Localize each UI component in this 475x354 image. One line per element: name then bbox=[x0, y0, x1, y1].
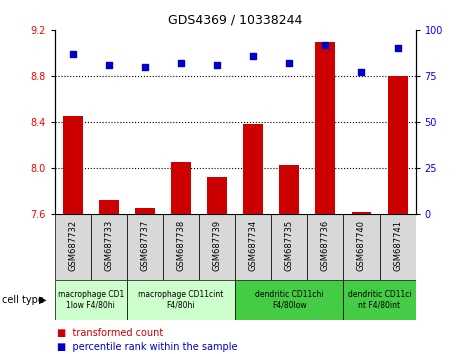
Text: dendritic CD11ci
nt F4/80int: dendritic CD11ci nt F4/80int bbox=[348, 290, 411, 310]
Point bbox=[358, 70, 365, 75]
Bar bbox=[55, 214, 91, 280]
Text: GSM687732: GSM687732 bbox=[68, 220, 77, 271]
Bar bbox=[243, 124, 263, 214]
Point bbox=[285, 61, 293, 66]
Text: macrophage CD1
1low F4/80hi: macrophage CD1 1low F4/80hi bbox=[57, 290, 124, 310]
Bar bbox=[343, 280, 416, 320]
Bar bbox=[135, 209, 155, 214]
Bar bbox=[127, 280, 235, 320]
Text: macrophage CD11cint
F4/80hi: macrophage CD11cint F4/80hi bbox=[138, 290, 224, 310]
Bar bbox=[235, 214, 271, 280]
Bar bbox=[352, 212, 371, 214]
Text: GSM687740: GSM687740 bbox=[357, 220, 366, 271]
Bar bbox=[279, 165, 299, 214]
Bar bbox=[343, 214, 380, 280]
Text: GSM687738: GSM687738 bbox=[177, 220, 185, 271]
Bar bbox=[380, 214, 416, 280]
Text: ■  percentile rank within the sample: ■ percentile rank within the sample bbox=[57, 342, 238, 352]
Text: cell type: cell type bbox=[2, 295, 44, 305]
Point bbox=[177, 61, 185, 66]
Text: GSM687741: GSM687741 bbox=[393, 220, 402, 271]
Point bbox=[141, 64, 149, 70]
Point bbox=[322, 42, 329, 48]
Text: ■  transformed count: ■ transformed count bbox=[57, 328, 163, 338]
Bar bbox=[127, 214, 163, 280]
Bar bbox=[171, 162, 191, 214]
Point bbox=[249, 53, 257, 59]
Bar bbox=[63, 116, 83, 214]
Bar bbox=[307, 214, 343, 280]
Text: GSM687736: GSM687736 bbox=[321, 220, 330, 271]
Point bbox=[213, 62, 221, 68]
Point bbox=[69, 51, 76, 57]
Bar bbox=[235, 280, 343, 320]
Bar bbox=[271, 214, 307, 280]
Bar bbox=[315, 42, 335, 214]
Bar bbox=[199, 214, 235, 280]
Text: GSM687734: GSM687734 bbox=[249, 220, 257, 271]
Bar bbox=[388, 76, 408, 214]
Title: GDS4369 / 10338244: GDS4369 / 10338244 bbox=[168, 13, 302, 26]
Point bbox=[394, 46, 401, 51]
Point bbox=[105, 62, 113, 68]
Text: dendritic CD11chi
F4/80low: dendritic CD11chi F4/80low bbox=[255, 290, 323, 310]
Text: GSM687733: GSM687733 bbox=[104, 220, 113, 271]
Bar bbox=[99, 200, 119, 214]
Bar bbox=[163, 214, 199, 280]
Text: ▶: ▶ bbox=[39, 295, 47, 305]
Text: GSM687735: GSM687735 bbox=[285, 220, 294, 271]
Bar bbox=[207, 177, 227, 214]
Text: GSM687739: GSM687739 bbox=[213, 220, 221, 271]
Bar bbox=[55, 280, 127, 320]
Text: GSM687737: GSM687737 bbox=[141, 220, 149, 271]
Bar bbox=[91, 214, 127, 280]
